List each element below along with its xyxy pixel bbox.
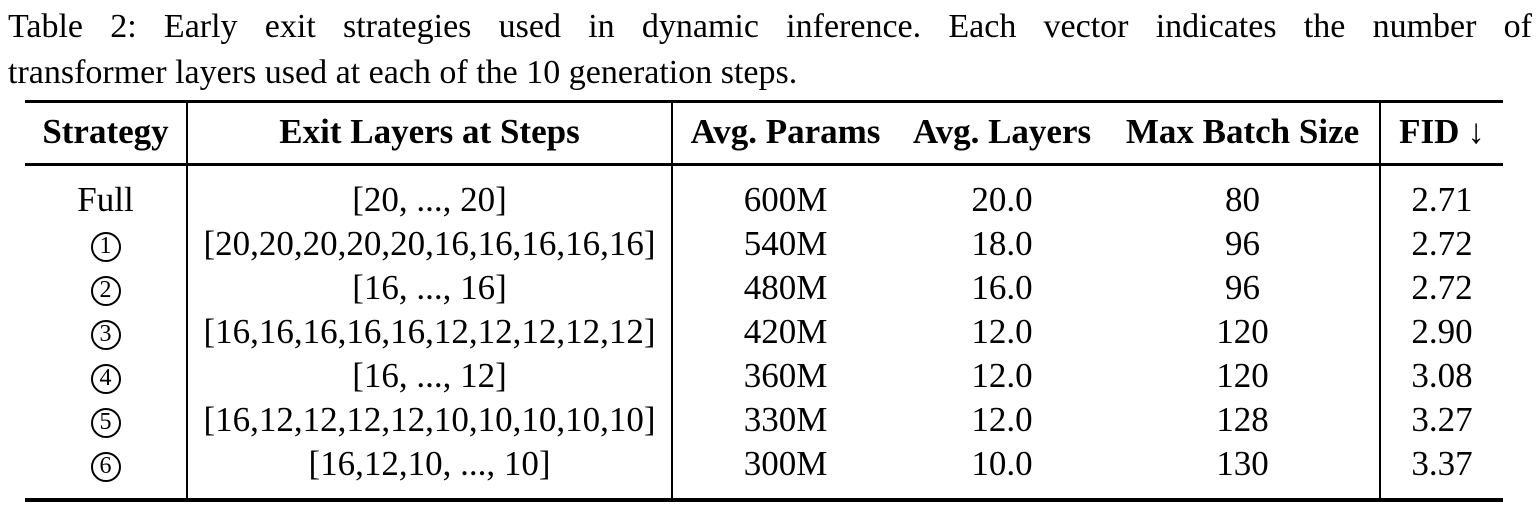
cell-fid: 3.37: [1411, 444, 1473, 483]
fid-down-arrow-icon: ↓: [1467, 112, 1485, 151]
early-exit-strategies-table: Strategy Exit Layers at Steps Avg. Params A…: [25, 100, 1503, 502]
table-row: 5 [16,12,12,12,12,10,10,10,10,10] 330M 12.0…: [25, 398, 1503, 442]
column-header-max_batch_size: Max Batch Size: [1106, 101, 1381, 166]
cell-max_batch_size: 96: [1106, 222, 1381, 266]
column-header-avg_params: Avg. Params: [672, 101, 898, 166]
table-caption: Table 2: Early exit strategies used in d…: [0, 0, 1532, 96]
cell-avg_params: 540M: [743, 224, 828, 263]
table-body: Full [20, ..., 20] 600M 20.0 80 2.71 1 [20,20,2…: [25, 164, 1503, 500]
table-row: 3 [16,16,16,16,16,12,12,12,12,12] 420M 12.0…: [25, 310, 1503, 354]
cell-strategy: Full: [25, 164, 188, 222]
header-row: Strategy Exit Layers at Steps Avg. Params A…: [25, 101, 1503, 166]
cell-fid: 2.90: [1411, 312, 1473, 351]
caption-line-2: transformer layers used at each of the 1…: [8, 54, 798, 91]
cell-max_batch_size: 96: [1106, 266, 1381, 310]
circled-number: 5: [90, 407, 121, 438]
cell-avg_params: 330M: [743, 400, 828, 439]
cell-avg_layers: 12.0: [971, 312, 1033, 351]
cell-avg_params: 360M: [743, 356, 828, 395]
circled-number: 3: [90, 319, 121, 350]
cell-avg_params: 600M: [743, 180, 828, 219]
column-header-label: Avg. Layers: [912, 112, 1092, 151]
cell-fid: 2.72: [1411, 224, 1473, 263]
cell-max_batch_size: 128: [1106, 398, 1381, 442]
column-header-label: Exit Layers at Steps: [279, 112, 580, 151]
circled-number: 6: [90, 451, 121, 482]
cell-strategy: 4: [25, 354, 188, 398]
column-header-fid: FID ↓: [1380, 101, 1503, 166]
circled-number: 2: [90, 275, 121, 306]
table-row: 6 [16,12,10, ..., 10] 300M 10.0 130 3.37: [25, 442, 1503, 500]
cell-strategy: 1: [25, 222, 188, 266]
cell-exit_layers: [16, ..., 12]: [187, 354, 673, 398]
cell-exit_layers: [20, ..., 20]: [187, 164, 673, 222]
cell-exit_layers: [20,20,20,20,20,16,16,16,16,16]: [187, 222, 673, 266]
table-header: Strategy Exit Layers at Steps Avg. Params A…: [25, 101, 1503, 166]
cell-fid: 3.08: [1411, 356, 1473, 395]
cell-strategy: 5: [25, 398, 188, 442]
cell-avg_params: 300M: [743, 444, 828, 483]
table-row: 1 [20,20,20,20,20,16,16,16,16,16] 540M 18.0…: [25, 222, 1503, 266]
column-header-avg_layers: Avg. Layers: [898, 101, 1106, 166]
circled-number: 1: [90, 231, 121, 262]
cell-strategy: 2: [25, 266, 188, 310]
table-row: 4 [16, ..., 12] 360M 12.0 120 3.08: [25, 354, 1503, 398]
table-row: 2 [16, ..., 16] 480M 16.0 96 2.72: [25, 266, 1503, 310]
cell-fid: 2.71: [1411, 180, 1473, 219]
cell-max_batch_size: 130: [1106, 442, 1381, 500]
cell-avg_layers: 18.0: [971, 224, 1033, 263]
cell-avg_layers: 12.0: [971, 356, 1033, 395]
cell-avg_layers: 16.0: [971, 268, 1033, 307]
column-header-label: Avg. Params: [690, 112, 881, 151]
cell-exit_layers: [16,12,12,12,12,10,10,10,10,10]: [187, 398, 673, 442]
cell-max_batch_size: 120: [1106, 354, 1381, 398]
circled-number: 4: [90, 363, 121, 394]
column-header-label: Strategy: [42, 112, 169, 151]
cell-avg_params: 420M: [743, 312, 828, 351]
cell-fid: 3.27: [1411, 400, 1473, 439]
cell-exit_layers: [16,12,10, ..., 10]: [187, 442, 673, 500]
table-row: Full [20, ..., 20] 600M 20.0 80 2.71: [25, 164, 1503, 222]
cell-avg_layers: 20.0: [971, 180, 1033, 219]
caption-line-1: Table 2: Early exit strategies used in d…: [8, 8, 1532, 45]
cell-avg_params: 480M: [743, 268, 828, 307]
column-header-label: FID: [1399, 112, 1460, 151]
cell-exit_layers: [16,16,16,16,16,12,12,12,12,12]: [187, 310, 673, 354]
cell-fid: 2.72: [1411, 268, 1473, 307]
column-header-label: Max Batch Size: [1125, 112, 1360, 151]
cell-max_batch_size: 80: [1106, 164, 1381, 222]
cell-avg_layers: 12.0: [971, 400, 1033, 439]
column-header-exit_layers: Exit Layers at Steps: [187, 101, 673, 166]
cell-strategy: 3: [25, 310, 188, 354]
cell-max_batch_size: 120: [1106, 310, 1381, 354]
cell-avg_layers: 10.0: [971, 444, 1033, 483]
cell-exit_layers: [16, ..., 16]: [187, 266, 673, 310]
column-header-strategy: Strategy: [25, 101, 188, 166]
cell-strategy: 6: [25, 442, 188, 500]
